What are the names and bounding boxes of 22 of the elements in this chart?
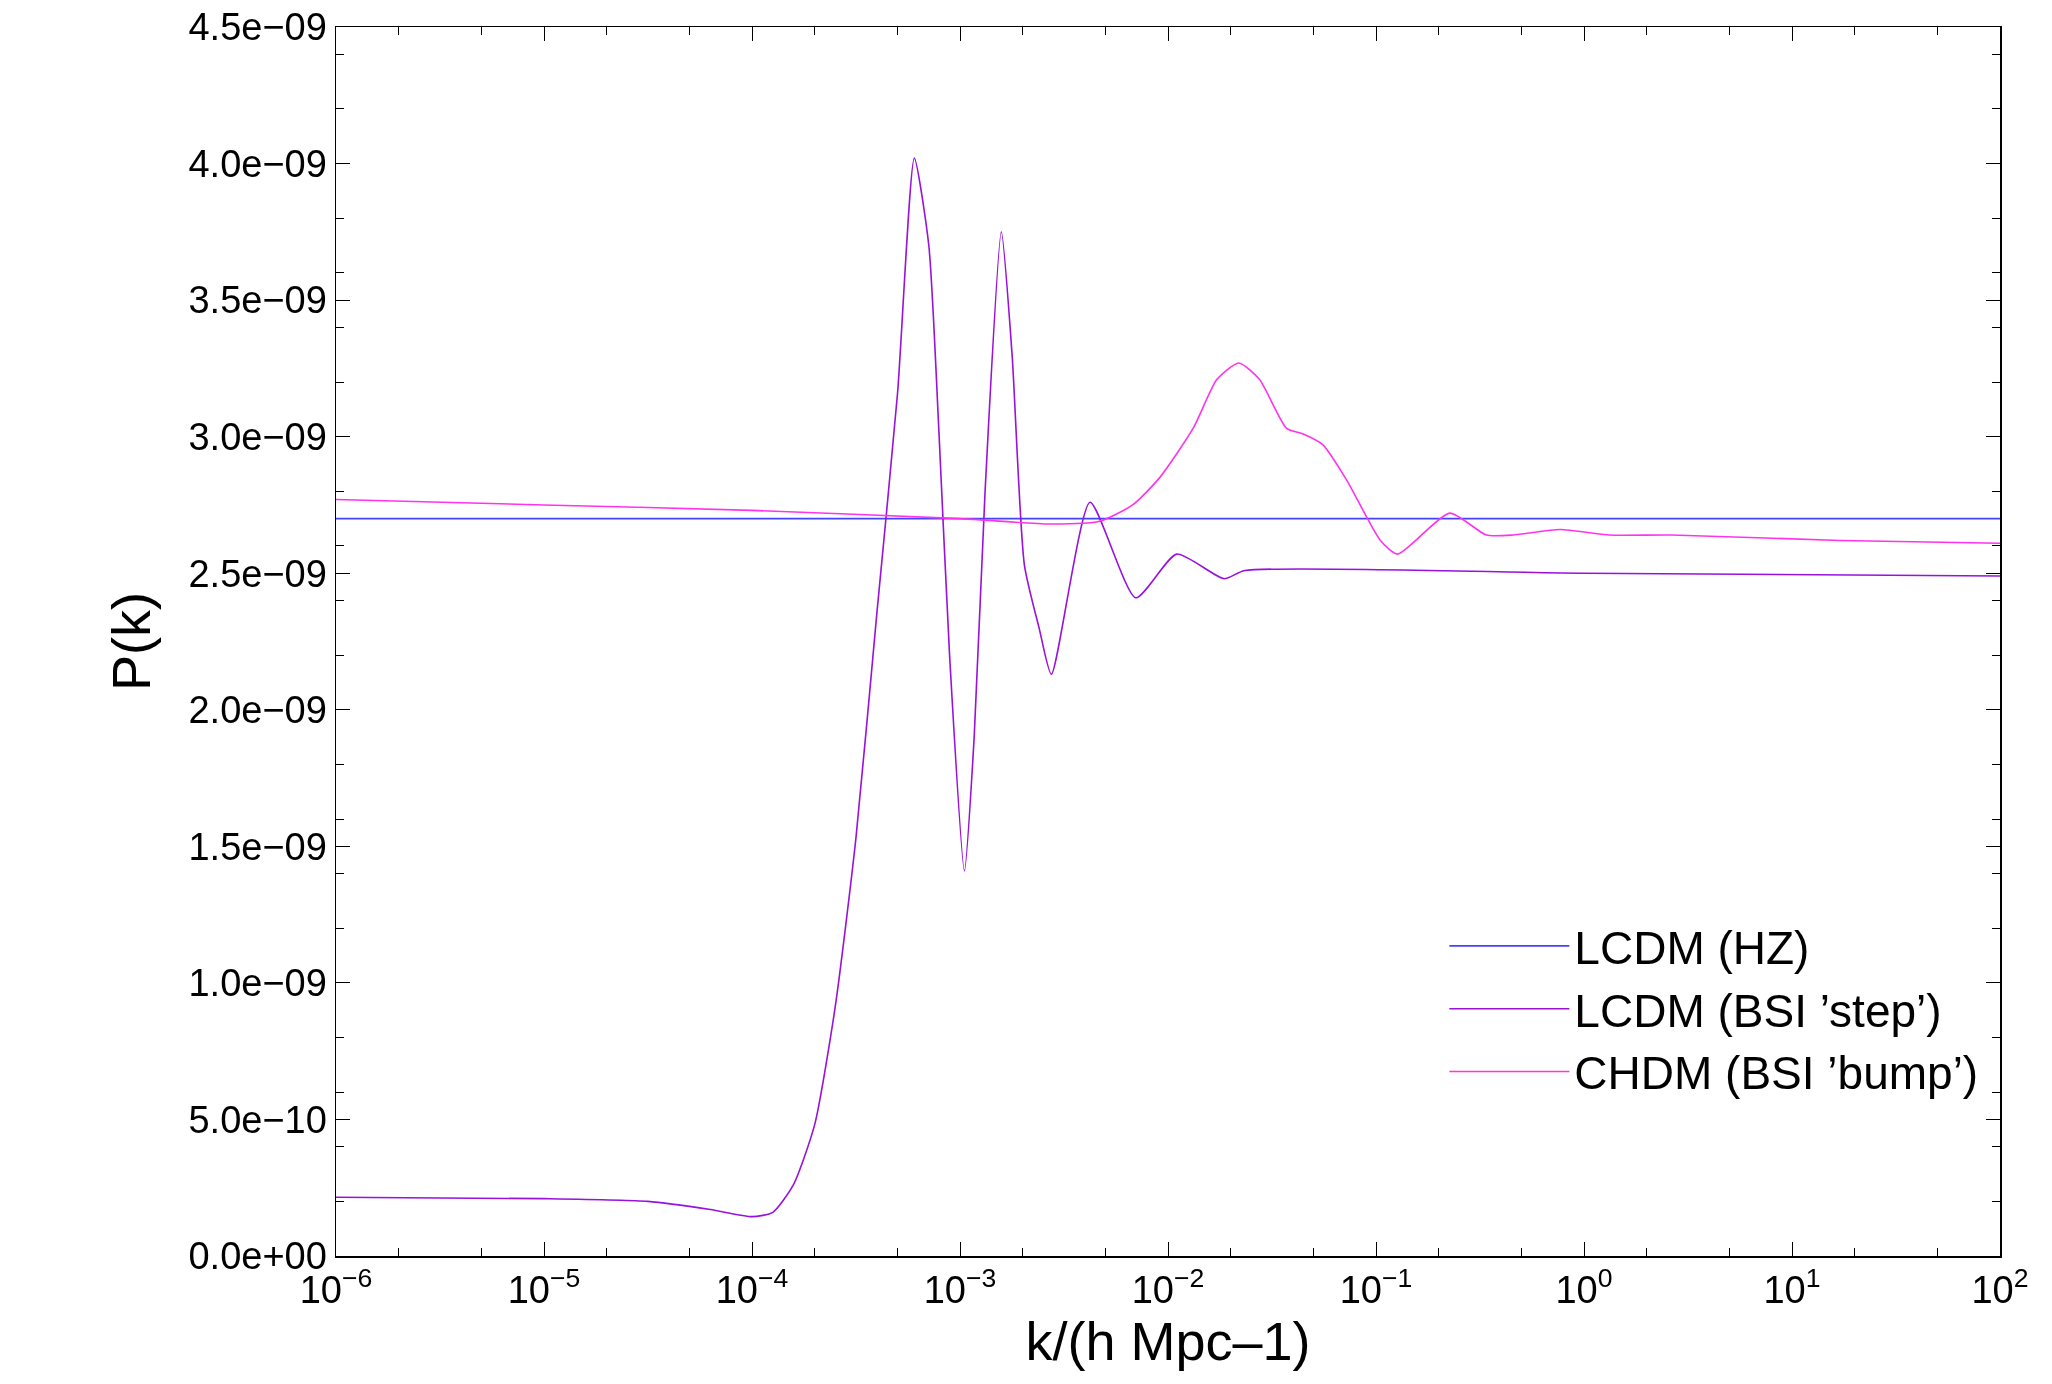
x-tick-label: 10$^{1}$ xyxy=(1763,1263,1821,1312)
x-tick-label: 10$^{−1}$ xyxy=(1339,1263,1413,1312)
y-tick-label: 4.5e−09 xyxy=(188,6,327,49)
y-tick-label: 2.0e−09 xyxy=(188,689,327,732)
x-tick-label: 10$^{−5}$ xyxy=(507,1263,581,1312)
x-axis-title: k/(h Mpc–1) xyxy=(1025,1311,1311,1372)
y-axis-title: P(k) xyxy=(101,592,162,691)
x-tick-label: 10$^{−4}$ xyxy=(715,1263,789,1312)
y-tick-label: 4.0e−09 xyxy=(188,142,327,185)
legend-label: CHDM (BSI ’bump’) xyxy=(1574,1047,1979,1100)
x-tick-label: 10$^{−3}$ xyxy=(923,1263,997,1312)
x-tick-label: 10$^{−2}$ xyxy=(1131,1263,1205,1312)
y-tick-label: 5.0e−10 xyxy=(188,1098,327,1141)
x-tick-label: 10$^{0}$ xyxy=(1555,1263,1613,1312)
y-tick-label: 2.5e−09 xyxy=(188,552,327,595)
legend-label: LCDM (HZ) xyxy=(1574,921,1810,974)
y-tick-label: 3.5e−09 xyxy=(188,279,327,322)
y-tick-label: 1.5e−09 xyxy=(188,825,327,868)
y-tick-label: 1.0e−09 xyxy=(188,962,327,1005)
x-tick-label: 10$^{2}$ xyxy=(1971,1263,2029,1312)
y-tick-label: 3.0e−09 xyxy=(188,415,327,458)
legend-label: LCDM (BSI ’step’) xyxy=(1574,984,1942,1037)
